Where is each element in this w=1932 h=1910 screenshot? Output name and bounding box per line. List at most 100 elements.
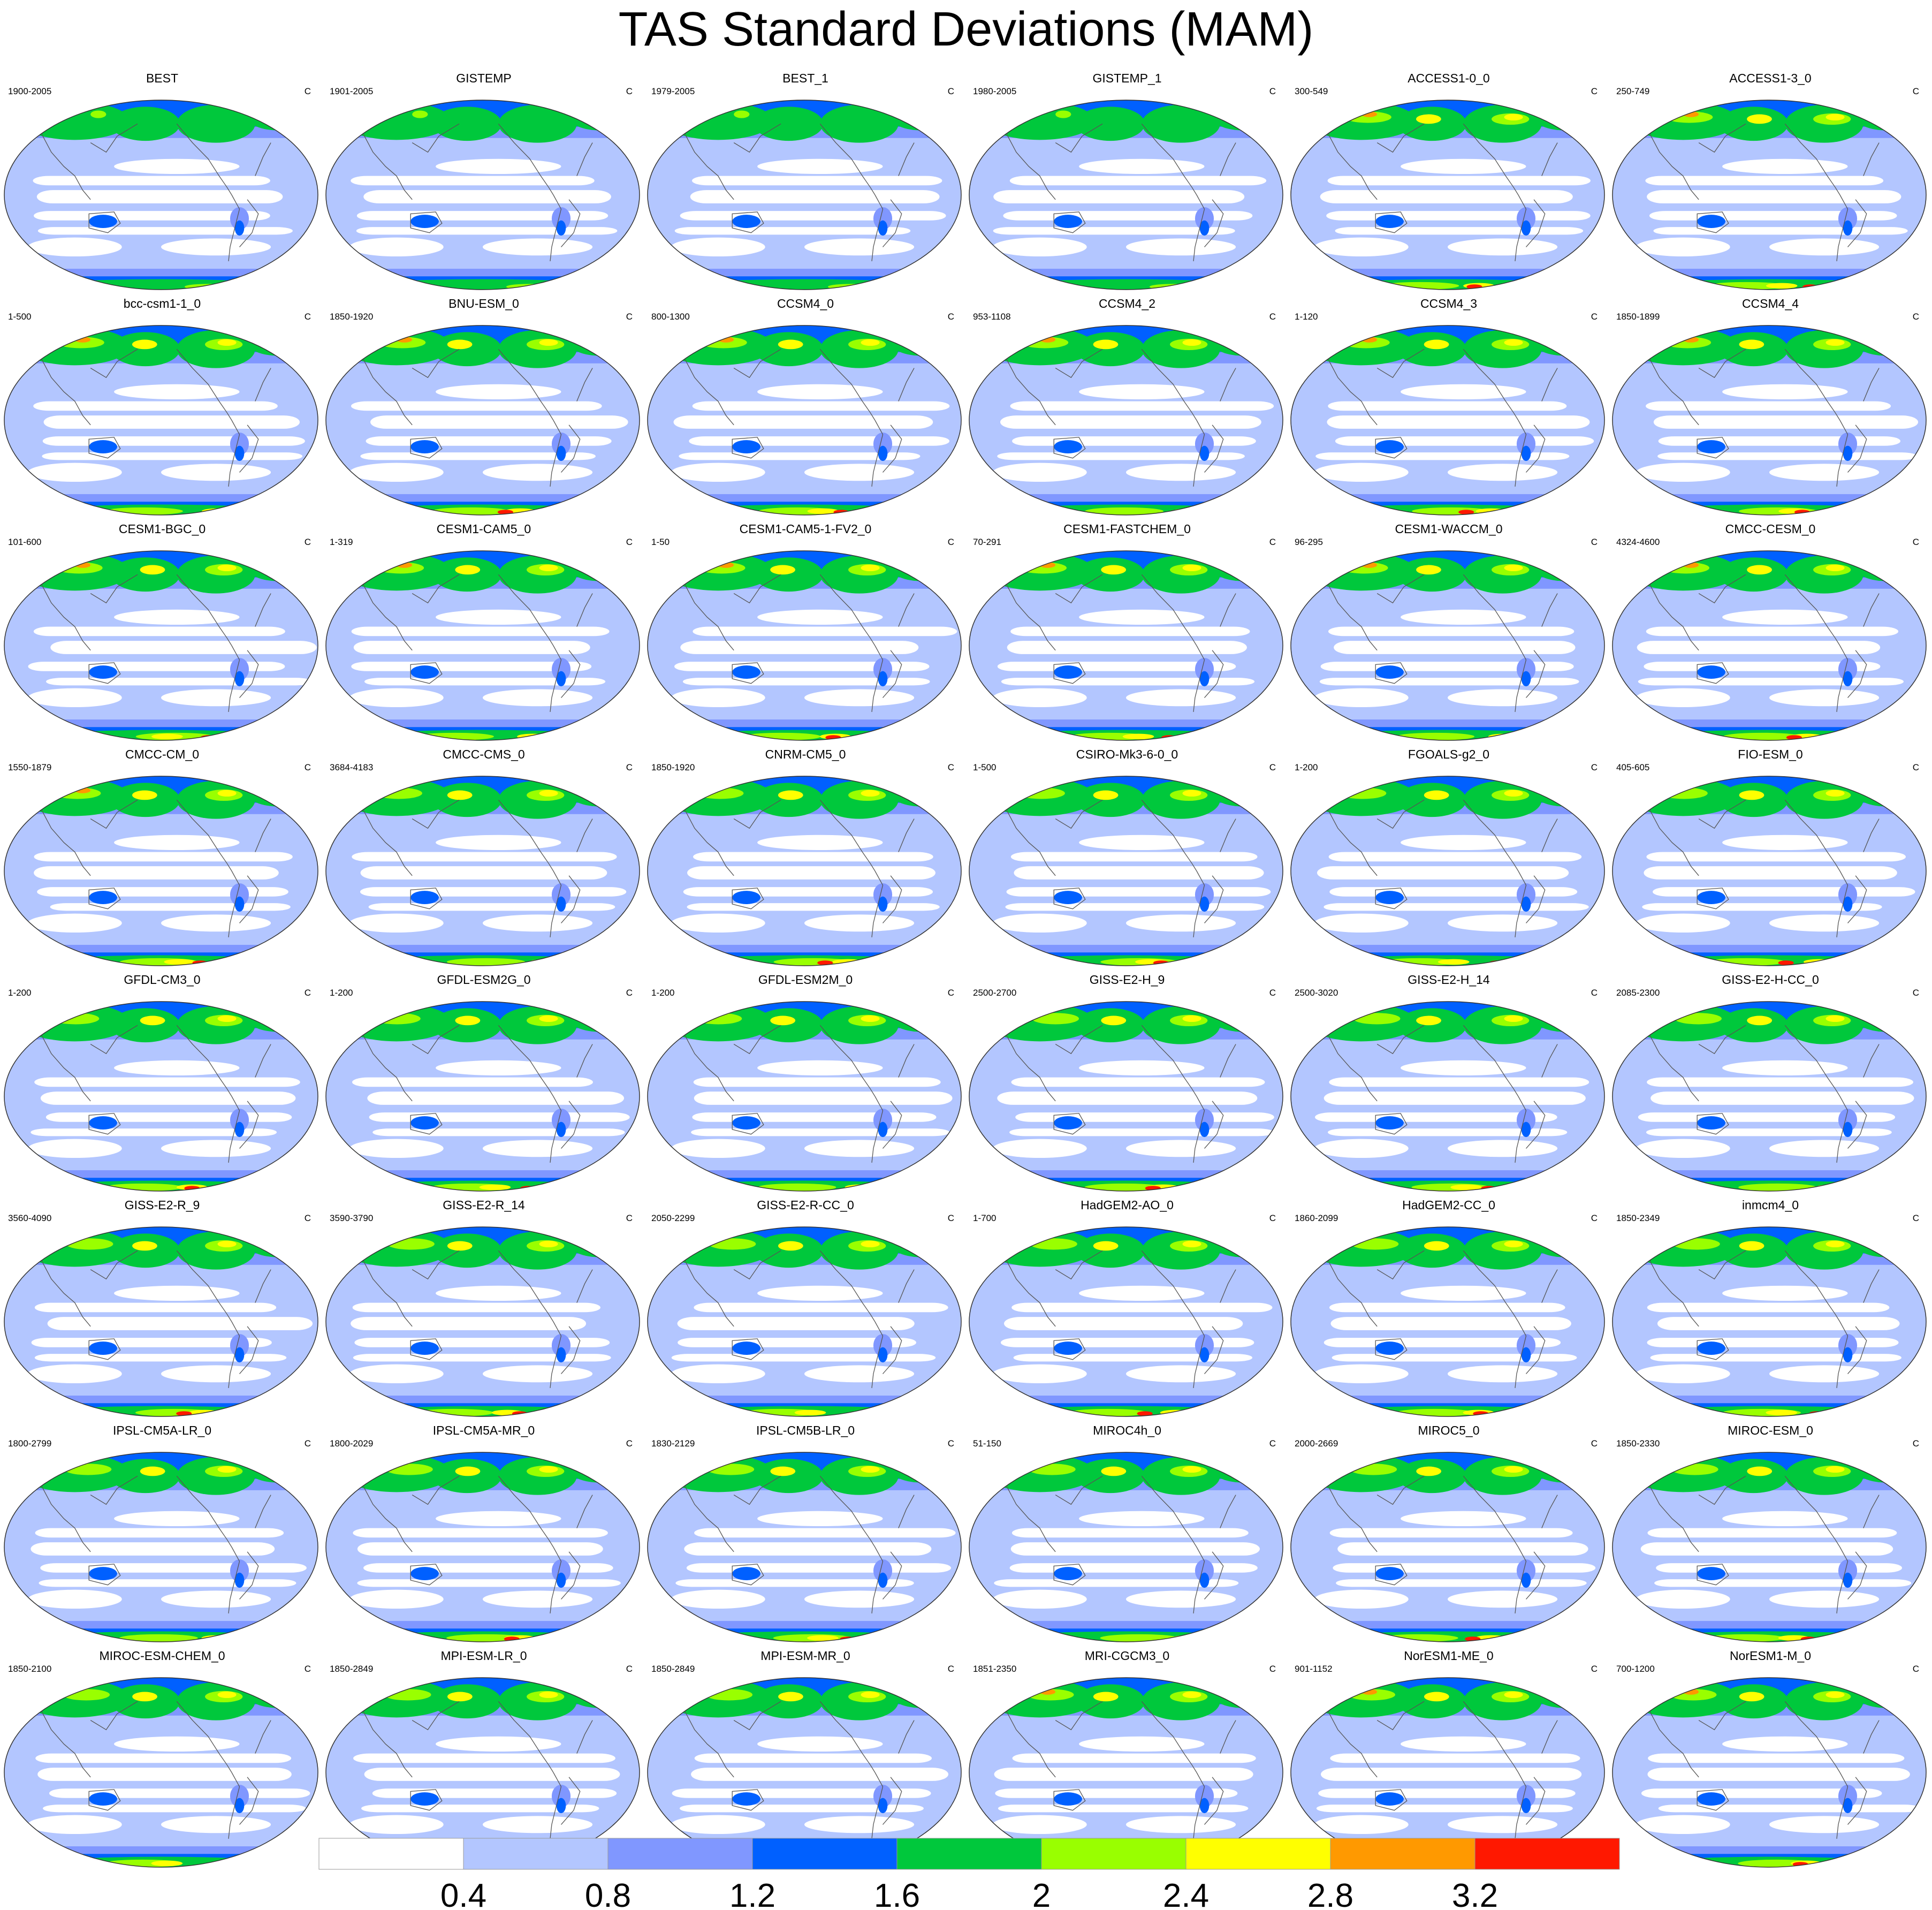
low-variability-band	[1649, 211, 1897, 221]
low-variability-patch	[1126, 1140, 1236, 1157]
antarctic-hotspot	[1458, 510, 1474, 515]
asia-coastline	[412, 1701, 460, 1731]
low-variability-band	[1647, 1528, 1897, 1538]
low-variability-band	[354, 1338, 610, 1347]
south-america-patch	[1838, 207, 1858, 230]
hotspot	[1747, 1015, 1773, 1026]
hotspot	[1881, 787, 1893, 793]
panel-units: C	[626, 86, 633, 96]
north-america-coastline	[255, 1044, 271, 1078]
south-america-patch	[1838, 1334, 1858, 1357]
asia-coastline	[360, 353, 413, 426]
north-america-coastline	[898, 142, 915, 176]
panel-title: GISS-E2-H_9	[1089, 973, 1165, 987]
panel-units: C	[947, 1438, 954, 1449]
south-america-patch	[551, 883, 571, 906]
siberia-green	[1076, 557, 1145, 592]
antarctic-hotspot	[1450, 1184, 1482, 1191]
south-america-coastline	[871, 1772, 884, 1839]
north-america-coastline	[176, 123, 232, 195]
north-america-coastline	[1541, 818, 1558, 852]
low-variability-patch	[114, 835, 240, 851]
map-plot	[325, 1677, 640, 1868]
low-variability-patch	[1448, 914, 1558, 932]
panel-units: C	[626, 1213, 633, 1223]
antarctic-hotspot	[1816, 1184, 1847, 1191]
north-america-coastline	[1220, 1720, 1236, 1754]
low-variability-band	[1012, 436, 1256, 446]
low-variability-band	[1014, 866, 1264, 880]
low-variability-patch	[1722, 384, 1848, 400]
north-america-coastline	[1220, 1269, 1236, 1303]
hotspot	[1182, 564, 1201, 572]
hotspot	[1881, 337, 1893, 343]
panel-years: 800-1300	[651, 312, 690, 322]
antarctic-hotspot	[1137, 1411, 1153, 1416]
north-america-coastline	[1784, 574, 1840, 646]
south-america-coastline	[1204, 425, 1224, 473]
low-variability-band	[994, 1579, 1239, 1587]
map-plot	[1612, 100, 1927, 290]
low-variability-patch	[1722, 1511, 1848, 1527]
siberia-green	[1076, 1008, 1145, 1043]
hotspot	[916, 1689, 929, 1695]
greenland-green	[247, 1231, 310, 1257]
panel-units: C	[1912, 86, 1919, 96]
panel-title: bcc-csm1-1_0	[123, 297, 201, 310]
south-america-patch	[1838, 1785, 1858, 1808]
hotspot	[217, 1240, 237, 1248]
greenland-green	[1855, 1681, 1919, 1708]
colorbar-tick-label: 0.8	[585, 1877, 631, 1910]
south-america-patch	[1516, 433, 1536, 456]
map-border	[1612, 1226, 1927, 1417]
low-variability-band	[35, 1528, 284, 1538]
asia-coastline	[1646, 1255, 1699, 1327]
low-variability-patch	[161, 1140, 271, 1157]
hotspot	[1353, 1013, 1401, 1025]
asia-coastline	[412, 574, 460, 604]
low-variability-patch	[1636, 1364, 1730, 1384]
south-america-coastline	[883, 1777, 902, 1825]
map-plot	[647, 1677, 962, 1868]
south-america-patch	[1843, 1798, 1853, 1814]
siberia-green	[1397, 332, 1467, 367]
asia-coastline	[1376, 1701, 1425, 1731]
panel-years: 2500-2700	[973, 988, 1017, 998]
low-variability-patch	[1314, 1815, 1409, 1835]
panel-years: 1-120	[1295, 312, 1318, 322]
hotspot	[1424, 1692, 1449, 1702]
map-panel: CCSM4_3 1-120 C	[1288, 294, 1609, 519]
panel-title: CCSM4_3	[1420, 297, 1478, 310]
hotspot	[539, 339, 558, 346]
australia-patch	[410, 1792, 439, 1806]
greenland-green	[247, 555, 310, 581]
low-variability-patch	[1314, 913, 1409, 933]
low-variability-band	[1324, 1092, 1586, 1105]
low-variability-band	[357, 1542, 603, 1556]
north-america-coastline	[576, 142, 593, 176]
low-variability-band	[37, 227, 293, 235]
map-plot	[325, 1226, 640, 1417]
asia-coastline	[681, 804, 734, 876]
low-variability-patch	[671, 237, 765, 257]
asia-coastline	[1646, 1029, 1699, 1102]
australia-patch	[732, 1341, 760, 1355]
hotspot	[916, 337, 929, 343]
australia-patch	[89, 215, 117, 228]
south-america-patch	[1838, 1559, 1858, 1582]
low-variability-patch	[804, 1816, 915, 1833]
low-variability-band	[677, 1317, 915, 1330]
asia-coastline	[1055, 574, 1103, 604]
north-america-coastline	[1541, 142, 1558, 176]
panel-title: MIROC4h_0	[1093, 1423, 1161, 1437]
panel-title: IPSL-CM5B-LR_0	[756, 1423, 855, 1437]
greenland-green	[1212, 1231, 1275, 1257]
low-variability-band	[42, 436, 305, 446]
south-america-patch	[1199, 220, 1210, 236]
greenland-green	[247, 1456, 310, 1483]
low-variability-band	[694, 1302, 948, 1313]
north-america-coastline	[819, 348, 876, 421]
map-panel: MIROC-ESM-CHEM_0 1850-2100 C	[2, 1646, 323, 1871]
hotspot	[1683, 1689, 1699, 1695]
hotspot	[778, 339, 803, 350]
